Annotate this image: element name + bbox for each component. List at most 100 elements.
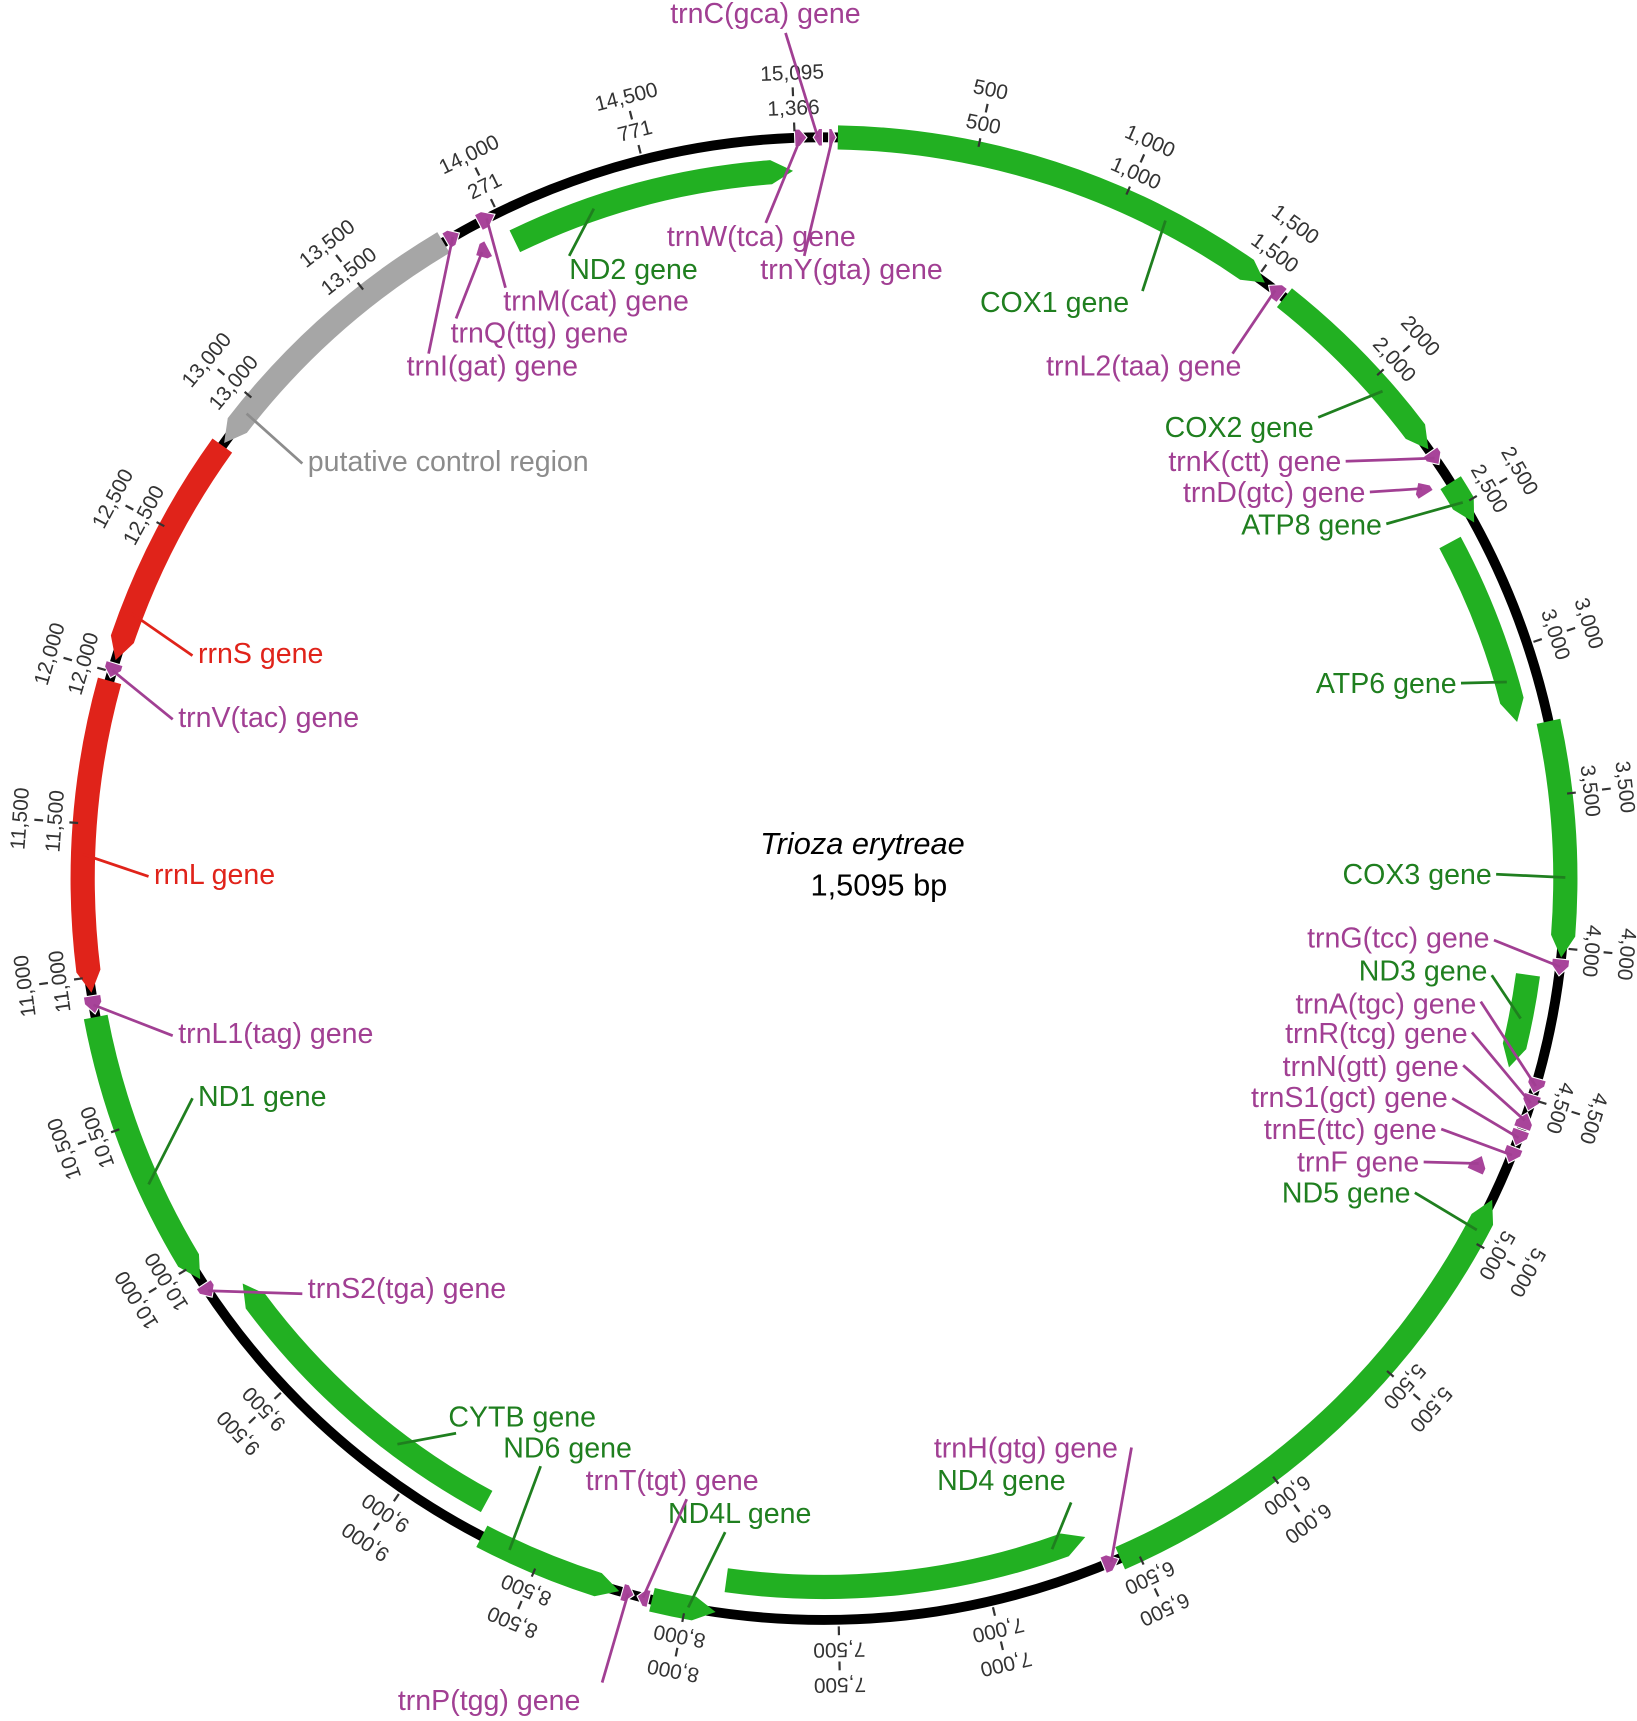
gene-label: trnH(gtg) gene <box>934 1432 1118 1464</box>
leader-line <box>1470 1031 1532 1104</box>
gene-label: trnE(ttc) gene <box>1264 1114 1437 1146</box>
tick-mark <box>125 504 134 511</box>
leader-line <box>600 1593 630 1683</box>
leader-line <box>1109 1447 1133 1563</box>
leader-line <box>1231 289 1277 355</box>
gene-arrow <box>1536 718 1578 958</box>
leader-line <box>1460 680 1507 685</box>
gene-label: trnF gene <box>1297 1147 1419 1179</box>
tick-label: 8,000 <box>645 1654 701 1686</box>
tick-mark <box>674 1647 679 1657</box>
tick-label: 4,000 <box>1578 924 1606 978</box>
gene-label: trnQ(ttg) gene <box>451 318 629 350</box>
gene-arrow <box>1439 536 1524 723</box>
gene-arrow <box>1440 476 1475 523</box>
gene-label: trnP(tgg) gene <box>398 1685 581 1717</box>
trna-arrow <box>103 659 124 679</box>
tick-label: 8,000 <box>652 1620 708 1652</box>
tick-mark <box>356 281 364 291</box>
tick-mark <box>372 1522 380 1531</box>
tick-mark <box>1468 495 1478 502</box>
tick-label: 15,095 <box>760 60 825 86</box>
tick-label: 8,500 <box>484 1601 541 1642</box>
leader-line <box>1317 389 1384 419</box>
tick-mark <box>1125 186 1131 196</box>
trna-arrow <box>474 239 494 260</box>
tick-mark <box>1499 477 1508 484</box>
leader-line <box>1345 456 1435 463</box>
leader-line <box>207 1289 303 1296</box>
gene-label: ND4 gene <box>937 1465 1066 1497</box>
gene-label: ND5 gene <box>1282 1177 1411 1209</box>
leader-line <box>1050 1501 1073 1550</box>
leader-line <box>1414 1191 1478 1232</box>
gene-label: ND4L gene <box>668 1498 811 1530</box>
tick-label: 7,500 <box>813 1637 866 1661</box>
trna-arrow <box>1099 1554 1120 1575</box>
tick-mark <box>39 981 49 986</box>
leader-line <box>397 1431 457 1446</box>
gene-arrow <box>224 232 450 444</box>
gene-arrow <box>476 1525 620 1597</box>
gene-label: trnS2(tga) gene <box>308 1273 506 1305</box>
leader-line <box>1496 872 1566 879</box>
tick-label: 7,000 <box>970 1613 1026 1647</box>
leader-line <box>245 412 304 465</box>
tick-mark <box>681 1613 686 1623</box>
trna-arrow <box>1510 1126 1531 1147</box>
leader-line <box>1423 1160 1479 1165</box>
gene-label: ATP8 gene <box>1241 510 1382 542</box>
gene-arrow <box>837 125 1265 283</box>
gene-label: trnN(gtt) gene <box>1283 1051 1459 1083</box>
tick-mark <box>628 110 634 120</box>
tick-mark <box>1402 344 1411 353</box>
tick-mark <box>217 368 226 376</box>
leader-line <box>1141 220 1167 292</box>
tick-label: 3,500 <box>1576 764 1605 818</box>
tick-mark <box>637 144 642 154</box>
leader-line <box>454 251 484 319</box>
leader-line <box>111 669 174 721</box>
tick-label: 4,500 <box>1541 1080 1578 1137</box>
tick-mark <box>1153 1587 1160 1597</box>
trna-arrow <box>619 1582 635 1603</box>
tick-mark <box>1566 626 1576 632</box>
tick-mark <box>110 1128 120 1134</box>
tick-label: 7,000 <box>978 1647 1034 1681</box>
leader-line <box>82 853 149 878</box>
trna-arrow <box>1414 481 1435 501</box>
gene-label: putative control region <box>308 446 589 478</box>
tick-mark <box>1280 235 1288 244</box>
gene-label: COX3 gene <box>1343 859 1492 891</box>
gene-arrow <box>1115 1199 1494 1570</box>
tick-label: 500 <box>971 75 1010 105</box>
leader-line <box>1385 501 1464 526</box>
gene-arrow <box>509 160 794 253</box>
tick-mark <box>392 1493 400 1502</box>
tick-mark <box>489 198 496 208</box>
gene-label: trnM(cat) gene <box>503 286 689 318</box>
tick-label: 3,000 <box>1569 595 1607 652</box>
tick-label: 11,000 <box>10 954 41 1019</box>
tick-mark <box>335 254 343 263</box>
tick-mark <box>1533 638 1543 643</box>
gene-label: trnK(ctt) gene <box>1168 446 1341 478</box>
tick-label: 4,000 <box>1613 927 1637 981</box>
trna-arrow <box>1466 1154 1487 1176</box>
tick-mark <box>34 818 44 822</box>
trna-arrow <box>636 1588 652 1609</box>
gene-arrow <box>1502 973 1540 1068</box>
gene-label: trnC(gca) gene <box>670 0 860 30</box>
tick-mark <box>178 1268 187 1276</box>
leader-line <box>147 1097 194 1185</box>
tick-label: 10,500 <box>43 1115 86 1183</box>
leader-line <box>427 236 455 354</box>
tick-mark <box>1603 951 1613 955</box>
leader-line <box>1369 487 1422 494</box>
tick-label: 11,500 <box>41 789 69 853</box>
leader-line <box>1440 1127 1513 1157</box>
gene-label: rrnL gene <box>154 859 275 891</box>
tick-mark <box>999 1641 1004 1651</box>
tick-label: 271 <box>464 168 505 204</box>
